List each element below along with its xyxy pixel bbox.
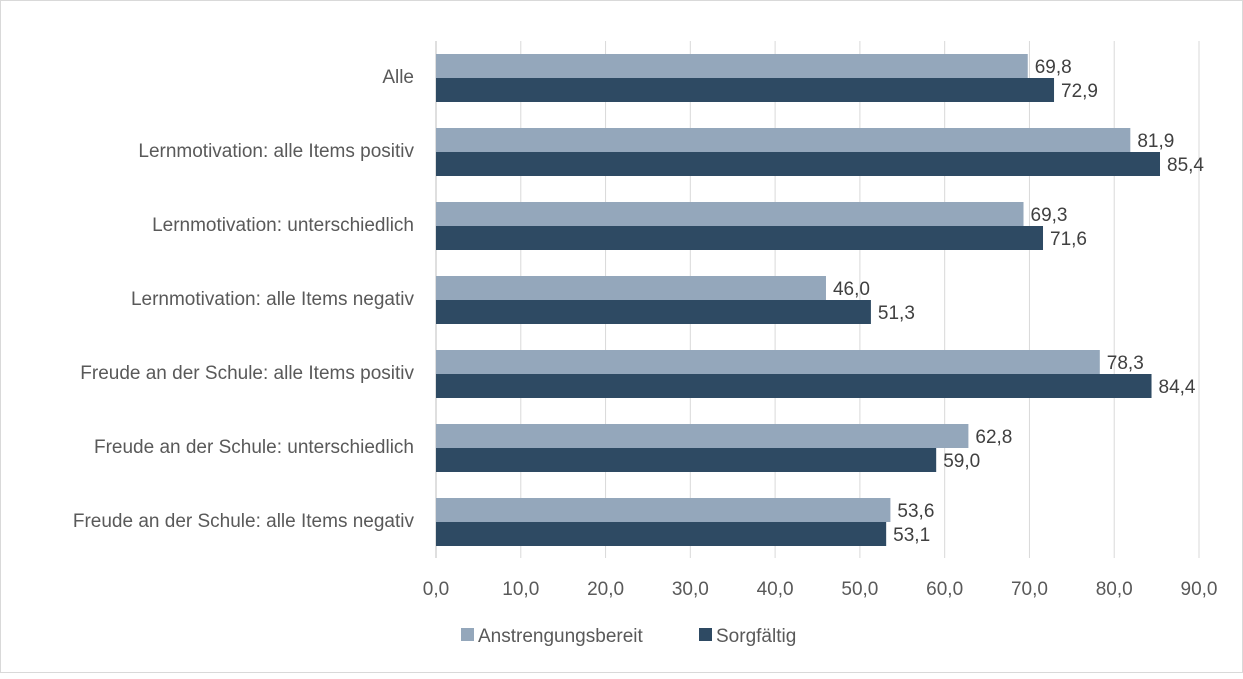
bar-sorgfaeltig [436, 522, 887, 546]
legend: Anstrengungsbereit Sorgfältig [461, 626, 796, 647]
x-tick-label: 90,0 [1181, 579, 1218, 600]
x-tick-label: 30,0 [672, 579, 709, 600]
category-label: Alle [382, 67, 414, 88]
x-tick-label: 60,0 [926, 579, 963, 600]
x-tick-label: 0,0 [423, 579, 449, 600]
bar-value-label: 69,8 [1035, 57, 1072, 78]
category-axis-labels: Alle Lernmotivation: alle Items positiv Le… [73, 67, 415, 532]
x-tick-label: 40,0 [757, 579, 794, 600]
bar-anstrengungsbereit [436, 498, 891, 522]
category-label: Freude an der Schule: alle Items positiv [80, 363, 414, 384]
bar-value-label: 53,6 [897, 501, 934, 522]
bar-value-label: 71,6 [1050, 229, 1087, 250]
bar-sorgfaeltig [436, 448, 937, 472]
bar-series-group [436, 54, 1161, 546]
bar-value-label: 53,1 [893, 525, 930, 546]
category-label: Lernmotivation: alle Items positiv [138, 141, 414, 162]
bar-value-label: 46,0 [833, 279, 870, 300]
x-tick-label: 70,0 [1011, 579, 1048, 600]
legend-swatch [699, 628, 712, 641]
bar-anstrengungsbereit [436, 128, 1131, 152]
x-tick-label: 80,0 [1096, 579, 1133, 600]
bar-value-label: 59,0 [943, 451, 980, 472]
bar-value-label: 85,4 [1167, 155, 1204, 176]
bar-sorgfaeltig [436, 226, 1044, 250]
x-tick-label: 10,0 [502, 579, 539, 600]
bar-value-label: 62,8 [975, 427, 1012, 448]
bar-value-label: 84,4 [1159, 377, 1196, 398]
data-labels: 69,8 72,9 81,9 85,4 69,3 71,6 46,0 51,3 78,3 84,4… [833, 57, 1204, 546]
legend-label: Anstrengungsbereit [478, 626, 643, 647]
x-tick-label: 50,0 [841, 579, 878, 600]
bar-value-label: 81,9 [1137, 131, 1174, 152]
bar-anstrengungsbereit [436, 350, 1100, 374]
bar-sorgfaeltig [436, 300, 871, 324]
category-label: Lernmotivation: unterschiedlich [152, 215, 414, 236]
category-label: Lernmotivation: alle Items negativ [131, 289, 415, 310]
bar-anstrengungsbereit [436, 276, 826, 300]
value-axis-tick-labels: 0,0 10,0 20,0 30,0 40,0 50,0 60,0 70,0 80,0 90,0 [423, 579, 1218, 600]
bar-anstrengungsbereit [436, 424, 969, 448]
x-tick-label: 20,0 [587, 579, 624, 600]
bar-value-label: 51,3 [878, 303, 915, 324]
bar-value-label: 72,9 [1061, 81, 1098, 102]
bar-sorgfaeltig [436, 78, 1055, 102]
legend-label: Sorgfältig [716, 626, 796, 647]
bar-value-label: 78,3 [1107, 353, 1144, 374]
bar-anstrengungsbereit [436, 202, 1024, 226]
category-label: Freude an der Schule: alle Items negativ [73, 511, 415, 532]
category-label: Freude an der Schule: unterschiedlich [94, 437, 414, 458]
bar-anstrengungsbereit [436, 54, 1028, 78]
legend-swatch [461, 628, 474, 641]
bar-sorgfaeltig [436, 152, 1161, 176]
bar-value-label: 69,3 [1031, 205, 1068, 226]
bar-sorgfaeltig [436, 374, 1152, 398]
